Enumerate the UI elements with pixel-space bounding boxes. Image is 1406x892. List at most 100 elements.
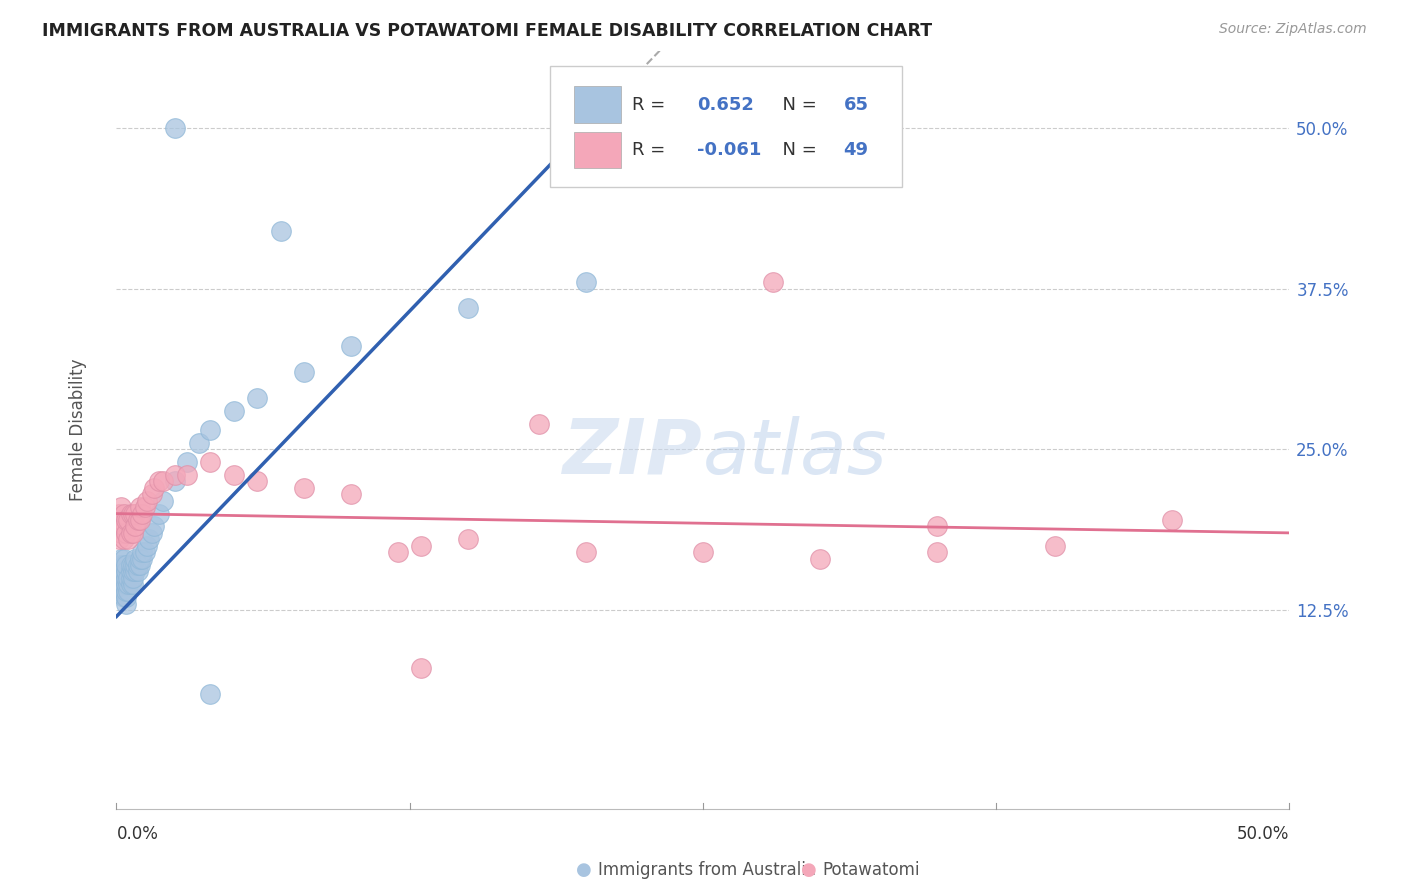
Point — [457, 301, 479, 315]
Point — [117, 571, 139, 585]
Point — [115, 571, 138, 585]
Point — [120, 571, 142, 585]
Point — [110, 525, 132, 540]
Point — [120, 577, 142, 591]
Point — [129, 513, 152, 527]
FancyBboxPatch shape — [550, 66, 903, 187]
Text: Source: ZipAtlas.com: Source: ZipAtlas.com — [1219, 22, 1367, 37]
Point — [115, 513, 138, 527]
Point — [148, 507, 170, 521]
Point — [762, 275, 785, 289]
Point — [138, 533, 160, 547]
Point — [124, 507, 146, 521]
Point — [112, 507, 135, 521]
Point — [143, 481, 166, 495]
Text: 0.0%: 0.0% — [117, 825, 159, 843]
Text: 49: 49 — [844, 141, 869, 159]
Point — [200, 423, 222, 437]
Y-axis label: Female Disability: Female Disability — [69, 359, 87, 501]
Point — [692, 545, 714, 559]
Point — [527, 417, 550, 431]
Point — [129, 500, 152, 515]
Point — [124, 565, 146, 579]
Point — [152, 493, 174, 508]
Point — [411, 539, 433, 553]
Point — [110, 513, 132, 527]
Point — [112, 533, 135, 547]
Point — [112, 590, 135, 604]
Point — [115, 558, 138, 572]
Point — [115, 590, 138, 604]
Point — [108, 533, 131, 547]
Point — [117, 583, 139, 598]
Text: Potawatomi: Potawatomi — [823, 861, 920, 879]
Text: ●: ● — [575, 861, 592, 879]
Point — [108, 519, 131, 533]
Point — [117, 577, 139, 591]
Point — [117, 513, 139, 527]
Point — [110, 551, 132, 566]
Point — [129, 558, 152, 572]
Point — [108, 577, 131, 591]
Point — [387, 545, 409, 559]
Text: Immigrants from Australia: Immigrants from Australia — [598, 861, 815, 879]
Point — [110, 558, 132, 572]
Point — [110, 500, 132, 515]
Point — [165, 475, 187, 489]
Text: -0.061: -0.061 — [697, 141, 762, 159]
Point — [200, 455, 222, 469]
Point — [143, 519, 166, 533]
Point — [110, 571, 132, 585]
Text: 0.652: 0.652 — [697, 95, 754, 113]
Point — [176, 455, 198, 469]
Point — [134, 545, 156, 559]
Point — [112, 551, 135, 566]
Point — [136, 539, 159, 553]
Point — [127, 513, 149, 527]
Point — [141, 525, 163, 540]
Point — [340, 339, 363, 353]
Point — [808, 551, 831, 566]
Point — [292, 481, 315, 495]
Point — [129, 551, 152, 566]
Point — [222, 468, 245, 483]
Point — [108, 558, 131, 572]
Point — [112, 558, 135, 572]
Text: 65: 65 — [844, 95, 869, 113]
Point — [340, 487, 363, 501]
Point — [927, 545, 949, 559]
Text: ●: ● — [800, 861, 817, 879]
Point — [141, 487, 163, 501]
Point — [110, 583, 132, 598]
Point — [292, 365, 315, 379]
Text: atlas: atlas — [703, 416, 887, 490]
Point — [127, 558, 149, 572]
Point — [187, 435, 209, 450]
Point — [122, 571, 145, 585]
Point — [574, 545, 596, 559]
Point — [122, 507, 145, 521]
Point — [1161, 513, 1184, 527]
Point — [270, 224, 292, 238]
Point — [152, 475, 174, 489]
Text: N =: N = — [770, 141, 823, 159]
Text: N =: N = — [770, 95, 823, 113]
Point — [112, 519, 135, 533]
Point — [200, 687, 222, 701]
Point — [112, 565, 135, 579]
Point — [574, 275, 596, 289]
Point — [122, 565, 145, 579]
Point — [165, 468, 187, 483]
Point — [120, 558, 142, 572]
Point — [108, 571, 131, 585]
Point — [115, 583, 138, 598]
Point — [110, 577, 132, 591]
Point — [411, 661, 433, 675]
Point — [136, 493, 159, 508]
Point — [246, 475, 269, 489]
Point — [122, 558, 145, 572]
Text: R =: R = — [633, 95, 672, 113]
Point — [112, 583, 135, 598]
Text: ZIP: ZIP — [564, 416, 703, 490]
Point — [1043, 539, 1066, 553]
